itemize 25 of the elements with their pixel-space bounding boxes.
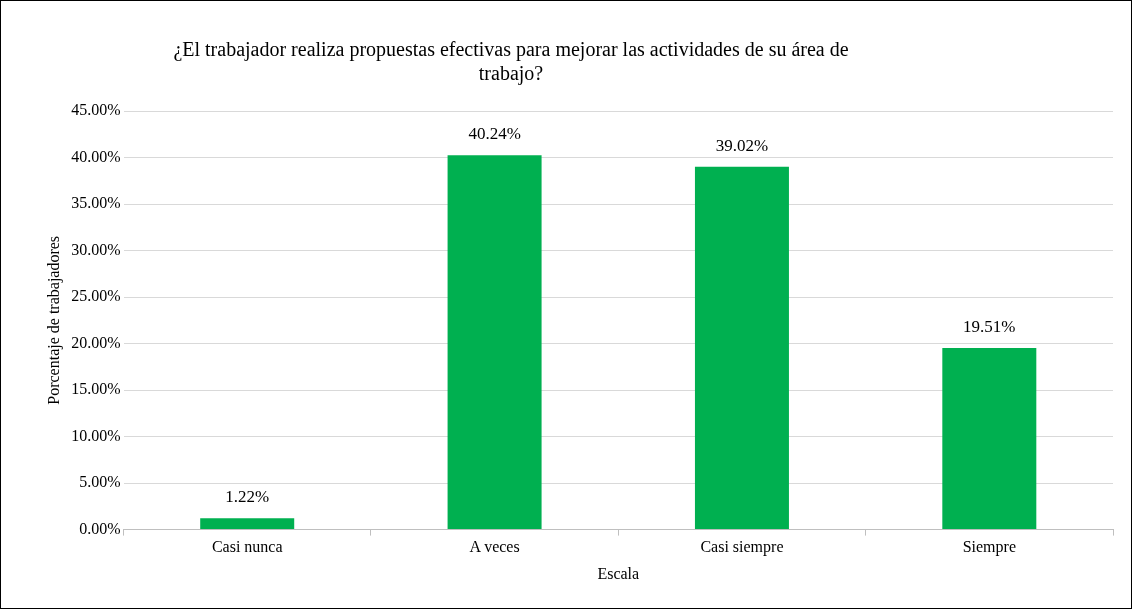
- bar: [447, 155, 542, 530]
- data-label: 40.24%: [468, 124, 521, 144]
- bar: [200, 518, 295, 530]
- bar: [694, 166, 789, 530]
- y-tick-label: 40.00%: [71, 147, 121, 165]
- data-label: 19.51%: [963, 317, 1016, 337]
- y-axis-title: Porcentaje de trabajadores: [44, 235, 63, 405]
- y-tick-label: 5.00%: [79, 473, 121, 491]
- x-tick-label: Casi siempre: [700, 538, 784, 557]
- y-tick-label: 35.00%: [71, 194, 121, 212]
- data-label: 1.22%: [225, 487, 270, 507]
- x-axis-title: Escala: [597, 564, 640, 582]
- y-tick-label: 30.00%: [71, 240, 121, 258]
- y-tick-label: 10.00%: [71, 426, 121, 444]
- y-tick-label: 15.00%: [71, 380, 121, 398]
- x-tick-label: Casi nunca: [211, 538, 283, 556]
- bar: [942, 348, 1037, 530]
- data-label: 39.02%: [715, 135, 769, 155]
- y-tick-label: 20.00%: [71, 333, 121, 351]
- y-tick-label: 0.00%: [79, 519, 121, 537]
- x-tick-label: Siempre: [962, 538, 1016, 557]
- x-tick-label: A veces: [469, 538, 520, 556]
- y-tick-label: 25.00%: [71, 287, 121, 305]
- chart-title: ¿El trabajador realiza propuestas efectivas para mejorar las actividades de su área de trabajo?: [172, 37, 850, 85]
- y-tick-label: 45.00%: [71, 101, 121, 119]
